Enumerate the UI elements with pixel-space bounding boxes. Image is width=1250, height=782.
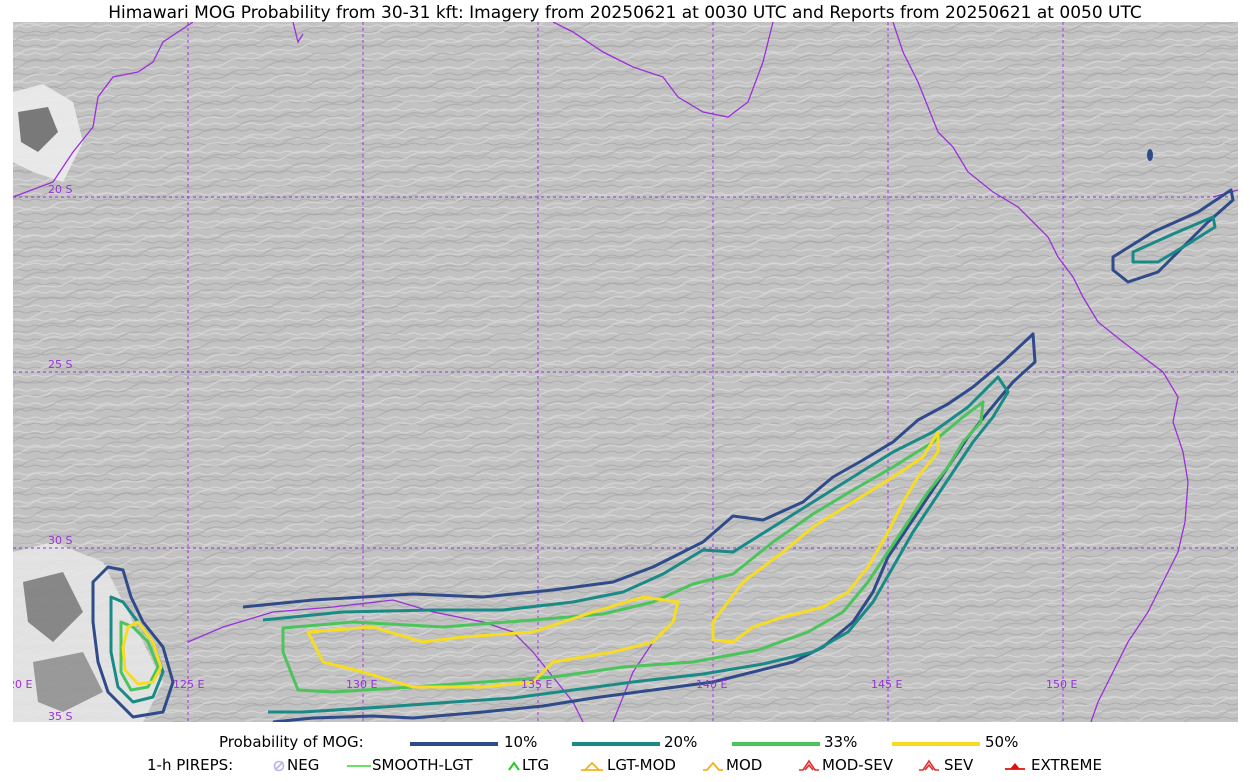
pirep-label-smooth-lgt: SMOOTH-LGT [372, 756, 473, 774]
satellite-map: 20 S 25 S 30 S 35 S 120 E 125 E 130 E 13… [13, 22, 1238, 722]
pirep-label-mod: MOD [726, 756, 763, 774]
lat-label: 30 S [48, 534, 72, 547]
lon-label: 120 E [13, 678, 32, 691]
legend-label-50: 50% [985, 733, 1019, 751]
contour-10 [242, 332, 1037, 722]
prob-legend-title: Probability of MOG: [219, 733, 364, 751]
lon-label: 150 E [1046, 678, 1077, 691]
pirep-label-sev: SEV [944, 756, 974, 774]
lon-label: 135 E [521, 678, 552, 691]
pirep-label-lgt-mod: LGT-MOD [607, 756, 676, 774]
smooth-lgt-icon [347, 765, 371, 767]
map-svg: 20 S 25 S 30 S 35 S 120 E 125 E 130 E 13… [13, 22, 1238, 722]
map-labels: 20 S 25 S 30 S 35 S 120 E 125 E 130 E 13… [13, 183, 1077, 722]
contour-20-ne [1131, 215, 1217, 264]
extreme-icon [1005, 763, 1025, 770]
contour-10-left [91, 565, 175, 719]
chart-title: Himawari MOG Probability from 30-31 kft:… [108, 3, 1142, 23]
contour-33 [281, 400, 985, 694]
mod-sev-icon [799, 759, 819, 771]
pirep-legend: 1-h PIREPS: NEG SMOOTH-LGT LTG LGT-MOD M… [0, 756, 1250, 776]
contour-33-left [119, 620, 160, 692]
pirep-legend-title: 1-h PIREPS: [147, 756, 234, 774]
contour-50-left [121, 620, 163, 686]
contour-20-left [109, 595, 165, 704]
contour-50-b [711, 430, 940, 644]
pirep-label-ltg: LTG [522, 756, 550, 774]
lgt-mod-icon [581, 761, 603, 771]
legend-swatch-10 [410, 742, 498, 746]
ltg-icon [508, 761, 520, 771]
mod-icon [703, 761, 723, 771]
lon-label: 130 E [346, 678, 377, 691]
legend-label-33: 33% [824, 733, 858, 751]
lon-label: 140 E [696, 678, 727, 691]
lon-label: 145 E [871, 678, 902, 691]
cloud-patches [13, 84, 163, 722]
contour-50 [306, 595, 680, 689]
contour-20 [262, 375, 1010, 714]
lat-label: 35 S [48, 710, 72, 722]
lon-label: 125 E [173, 678, 204, 691]
island-marker [1147, 149, 1153, 161]
lat-label: 20 S [48, 183, 72, 196]
pirep-label-neg: NEG [287, 756, 320, 774]
pirep-label-mod-sev: MOD-SEV [822, 756, 893, 774]
legend-label-20: 20% [664, 733, 698, 751]
sev-icon [919, 759, 939, 771]
probability-legend: Probability of MOG: 10% 20% 33% 50% [0, 733, 1250, 753]
legend-swatch-20 [572, 742, 660, 746]
contour-10-ne [1111, 188, 1235, 284]
neg-icon [273, 760, 285, 772]
coastline [13, 22, 1238, 722]
legend-label-10: 10% [504, 733, 538, 751]
legend-swatch-33 [732, 742, 820, 746]
lat-label: 25 S [48, 358, 72, 371]
mog-contours [91, 188, 1235, 722]
graticule [13, 22, 1238, 722]
pirep-label-extreme: EXTREME [1031, 756, 1102, 774]
legend-swatch-50 [892, 742, 980, 746]
